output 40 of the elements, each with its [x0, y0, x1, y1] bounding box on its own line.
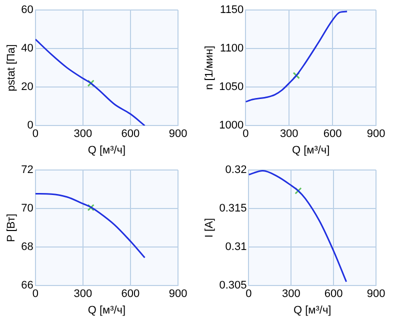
y-tick-label: 0 — [27, 120, 34, 132]
x-tick-label: 300 — [74, 288, 92, 300]
x-axis-title: Q [м³/ч] — [88, 304, 126, 316]
x-axis-title: Q [м³/ч] — [88, 144, 126, 156]
y-tick-label: 66 — [21, 280, 34, 292]
line-series — [246, 10, 348, 102]
x-axis-title: Q [м³/ч] — [292, 144, 330, 156]
y-tick-label: 72 — [21, 164, 34, 176]
x-tick-label: 600 — [121, 288, 140, 300]
x-tick-label: 300 — [74, 128, 92, 140]
x-axis-title: Q [м³/ч] — [293, 304, 332, 316]
x-tick-label: 900 — [168, 128, 188, 140]
y-tick-label: 60 — [21, 4, 34, 16]
x-tick-label: 300 — [280, 128, 298, 140]
y-tick-label: 1000 — [219, 120, 244, 132]
y-tick-label: 68 — [21, 241, 34, 254]
y-tick-label: 1050 — [219, 81, 244, 94]
line-series — [35, 192, 146, 258]
x-tick-label: 300 — [282, 288, 300, 300]
y-tick-label: 70 — [21, 202, 34, 215]
x-tick-label: 900 — [168, 288, 188, 300]
y-axis-title: P [Вт] — [6, 214, 18, 242]
y-tick-label: 1150 — [220, 4, 244, 16]
y-tick-label: 0.32 — [225, 164, 247, 176]
x-tick-label: 900 — [366, 128, 386, 140]
y-tick-label: 1100 — [220, 42, 244, 55]
x-tick-label: 600 — [121, 128, 140, 140]
x-tick-label: 600 — [324, 288, 343, 300]
y-axis-title: n [1/мин] — [204, 46, 216, 90]
y-axis-title: pstat [Па] — [6, 44, 18, 92]
y-tick-label: 0.305 — [219, 280, 247, 292]
line-series — [248, 170, 348, 282]
y-tick-label: 0.31 — [225, 241, 247, 254]
x-tick-label: 900 — [366, 288, 386, 300]
y-tick-label: 0.315 — [219, 202, 247, 215]
y-tick-label: 20 — [21, 81, 34, 94]
x-tick-label: 600 — [323, 128, 342, 140]
line-series — [35, 38, 146, 126]
y-axis-title: I [A] — [204, 218, 216, 238]
y-tick-label: 40 — [21, 42, 34, 55]
